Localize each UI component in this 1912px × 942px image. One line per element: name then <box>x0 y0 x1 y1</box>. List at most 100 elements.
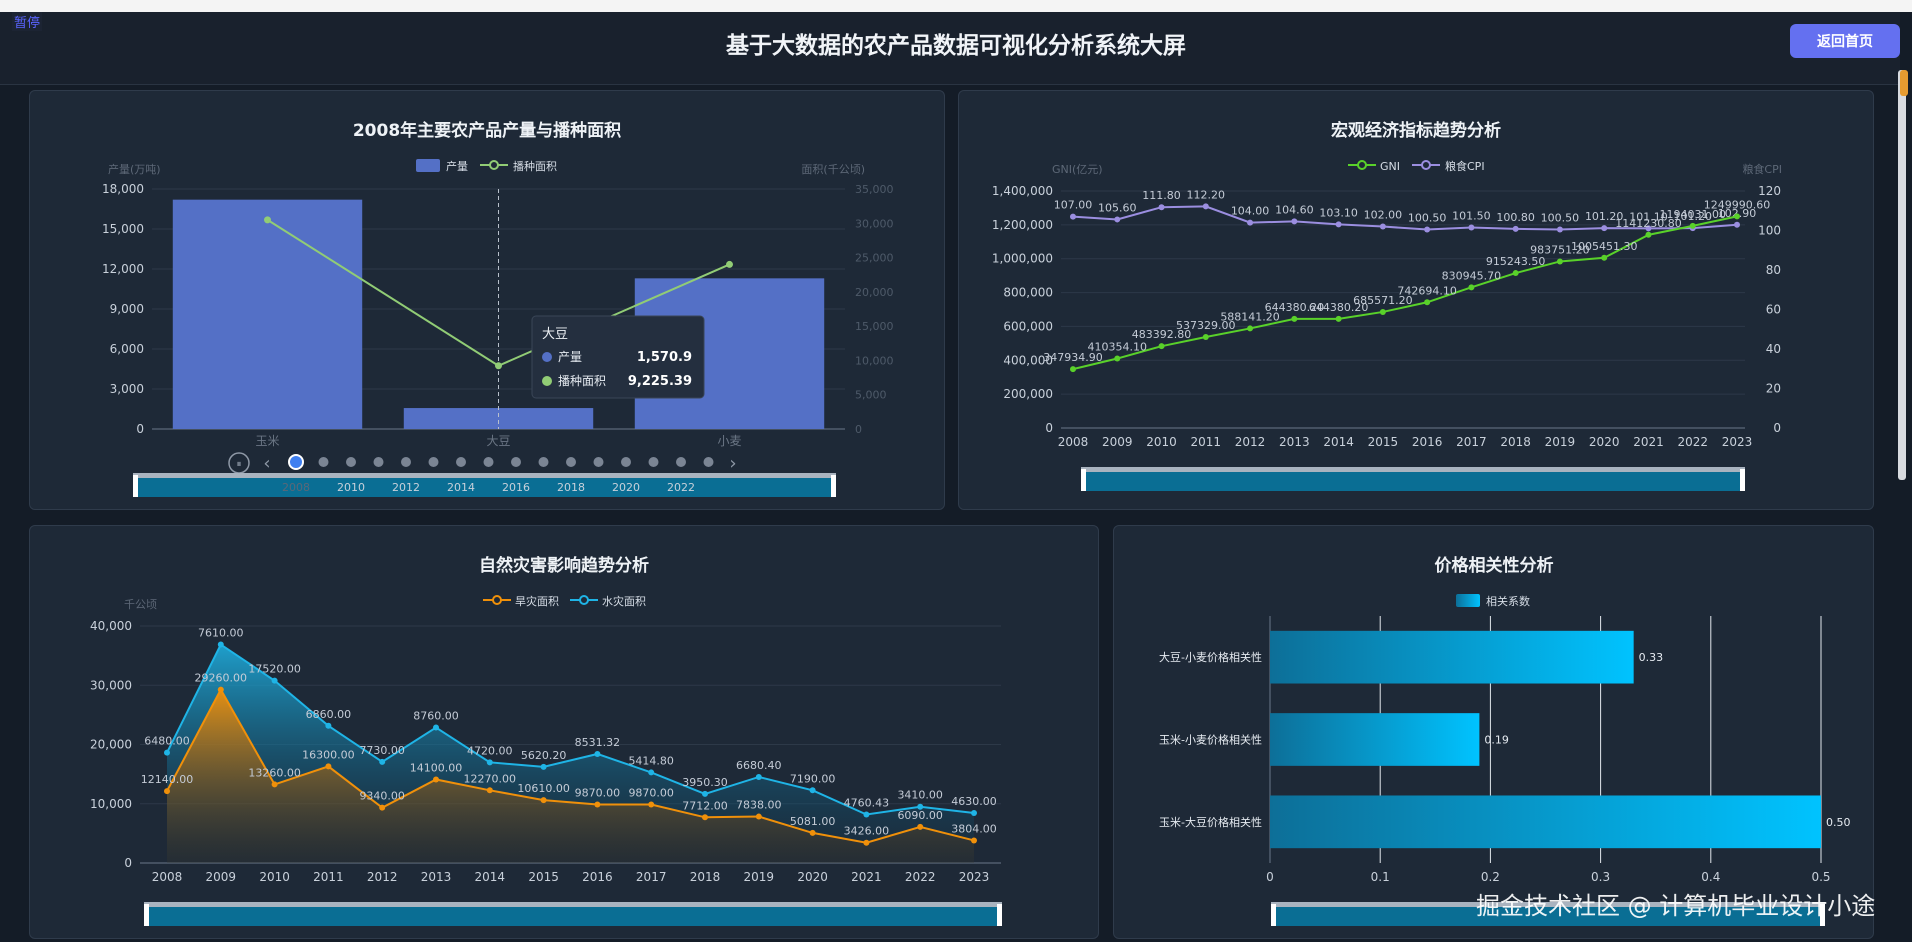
series-line-cpi <box>1072 205 1738 231</box>
x-tick-label: 2016 <box>582 870 613 884</box>
zoom-slider-track[interactable] <box>1081 467 1745 491</box>
data-point <box>1689 222 1696 229</box>
timeline-dot[interactable] <box>538 457 549 467</box>
data-point <box>1335 315 1342 322</box>
legend-marker <box>1421 160 1431 170</box>
timeline-handle-right[interactable] <box>831 475 836 497</box>
x-tick-label: 2019 <box>744 870 775 884</box>
x-tick-label: 2014 <box>1323 435 1354 449</box>
timeline-dot[interactable] <box>373 457 384 467</box>
y-tick-label-left: 6,000 <box>110 342 144 356</box>
timeline-track[interactable] <box>133 473 836 497</box>
pause-label[interactable]: 暂停 <box>12 12 43 31</box>
data-label: 12140.00 <box>141 773 194 786</box>
y-tick-label-right: 40 <box>1766 342 1781 356</box>
page-scrollbar[interactable] <box>1898 70 1906 480</box>
data-label: 111.80 <box>1142 189 1181 202</box>
timeline-dot[interactable] <box>566 457 576 467</box>
zoom-handle-right[interactable] <box>1740 469 1745 491</box>
data-point <box>1468 224 1475 231</box>
data-label: 9870.00 <box>628 787 674 800</box>
legend-label: 播种面积 <box>513 159 557 173</box>
timeline-dot[interactable] <box>511 457 521 467</box>
data-label: 100.80 <box>1496 211 1535 224</box>
data-point <box>379 804 386 811</box>
chevron-right-icon[interactable]: › <box>729 453 736 474</box>
timeline-year-label: 2010 <box>337 481 365 494</box>
data-point <box>164 788 170 795</box>
y-tick-label: 0 <box>124 856 132 870</box>
x-tick-label: 0 <box>1266 870 1274 884</box>
timeline-dot[interactable] <box>621 457 631 467</box>
x-tick-label: 2010 <box>259 870 290 884</box>
y-tick-label: 大豆-小麦价格相关性 <box>1159 650 1262 664</box>
data-point <box>1291 218 1298 225</box>
data-point <box>1379 223 1386 230</box>
scrollbar-thumb[interactable] <box>1900 70 1908 96</box>
data-label: 7190.00 <box>790 772 836 785</box>
zoom-handle-left[interactable] <box>144 904 149 926</box>
bar <box>403 408 594 429</box>
data-point <box>271 781 278 788</box>
data-point <box>217 641 224 648</box>
zoom-slider-track[interactable] <box>144 902 1002 926</box>
timeline-dot[interactable] <box>456 457 466 467</box>
data-label: 101.20 <box>1673 210 1712 223</box>
timeline-dot[interactable] <box>483 457 494 467</box>
data-point <box>971 837 977 844</box>
zoom-slider-track[interactable] <box>1271 902 1825 926</box>
timeline-dot[interactable] <box>401 457 411 467</box>
timeline-dot[interactable] <box>318 457 329 467</box>
data-point <box>486 787 493 794</box>
data-point <box>702 790 708 797</box>
data-label: 644380.20 <box>1309 301 1369 314</box>
timeline-dot[interactable] <box>288 454 304 470</box>
zoom-handle-left[interactable] <box>1081 469 1086 491</box>
x-tick-label: 2012 <box>367 870 398 884</box>
data-label: 3804.00 <box>951 822 997 835</box>
data-label: 0.33 <box>1639 651 1664 664</box>
y-axis-title-left: 产量(万吨) <box>108 162 161 176</box>
legend-label: GNI <box>1380 160 1400 173</box>
timeline-year-label: 2014 <box>447 481 475 494</box>
zoom-handle-right[interactable] <box>997 904 1002 926</box>
data-point <box>1512 225 1519 232</box>
zoom-handle-left[interactable] <box>1271 904 1276 926</box>
pause-icon[interactable]: ⏸ <box>237 459 242 470</box>
data-label: 5081.00 <box>790 815 836 828</box>
chart-title: 自然灾害影响趋势分析 <box>479 555 649 576</box>
chart-title: 价格相关性分析 <box>1435 555 1554 576</box>
y-tick-label-left: 3,000 <box>110 382 144 396</box>
x-tick-label: 2022 <box>1677 435 1708 449</box>
timeline-dot[interactable] <box>593 457 604 467</box>
timeline-dot[interactable] <box>648 457 659 467</box>
watermark-text: 掘金技术社区 @ 计算机毕业设计小途 <box>1476 892 1876 920</box>
timeline-year-label: 2022 <box>667 481 695 494</box>
data-label: 9340.00 <box>359 790 405 803</box>
timeline-dot[interactable] <box>703 457 714 467</box>
timeline-dot[interactable] <box>676 457 686 467</box>
data-label: 4630.00 <box>951 795 997 808</box>
data-label: 104.60 <box>1275 203 1314 216</box>
y-tick-label-left: 400,000 <box>1003 353 1053 367</box>
data-point <box>863 839 870 846</box>
zoom-handle-right[interactable] <box>1820 904 1825 926</box>
x-tick-label: 2009 <box>1102 435 1133 449</box>
data-label: 5414.80 <box>628 754 674 767</box>
timeline-handle-left[interactable] <box>133 475 138 497</box>
data-point <box>702 814 708 821</box>
y-tick-label-right: 10,000 <box>855 354 894 367</box>
x-tick-label: 0.5 <box>1811 870 1830 884</box>
timeline-year-label: 2008 <box>282 481 310 494</box>
timeline-dot[interactable] <box>346 457 356 467</box>
timeline-track-top <box>133 473 836 478</box>
data-point <box>917 803 924 810</box>
timeline-dot[interactable] <box>428 457 439 467</box>
data-label: 9870.00 <box>575 787 621 800</box>
tooltip-row-value: 9,225.39 <box>628 374 692 389</box>
data-label: 102.90 <box>1718 207 1757 220</box>
chevron-left-icon[interactable]: ‹ <box>263 453 270 474</box>
x-tick-label: 2018 <box>690 870 721 884</box>
home-button[interactable]: 返回首页 <box>1790 24 1900 58</box>
